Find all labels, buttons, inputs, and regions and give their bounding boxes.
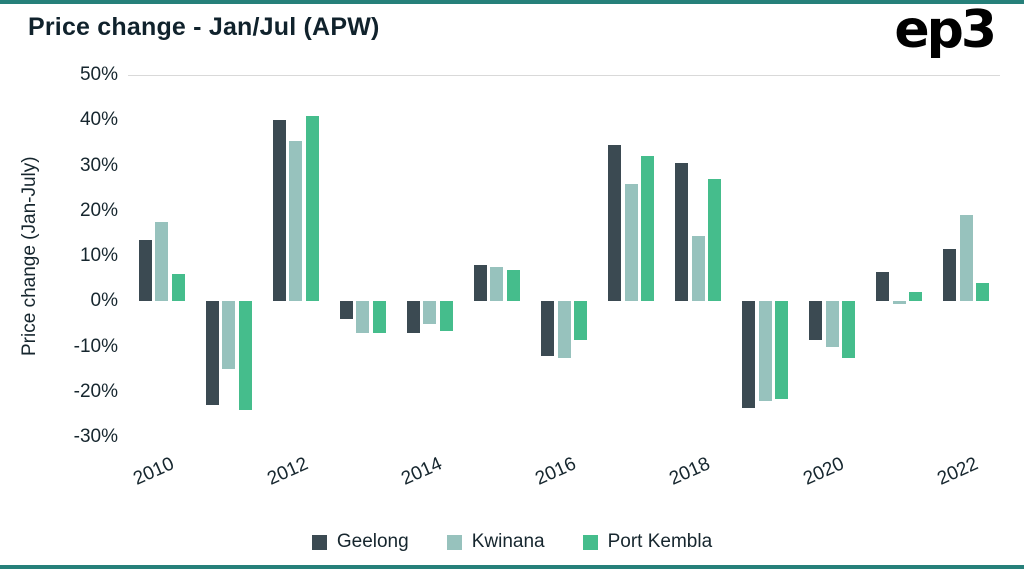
top-accent-bar <box>0 0 1024 4</box>
x-tick-label: 2020 <box>800 453 848 490</box>
bar-port-kembla-2014 <box>439 301 453 331</box>
legend-label-port-kembla: Port Kembla <box>607 531 713 552</box>
bar-kwinana-2018 <box>691 235 705 302</box>
bar-kwinana-2022 <box>959 215 973 302</box>
legend-label-kwinana: Kwinana <box>471 531 545 552</box>
legend-swatch-kwinana <box>446 534 462 550</box>
legend-item-port-kembla: Port Kembla <box>582 531 713 553</box>
x-tick-label: 2018 <box>666 453 714 490</box>
bar-port-kembla-2013 <box>372 301 386 333</box>
bar-geelong-2018 <box>675 163 689 302</box>
bar-port-kembla-2016 <box>574 301 587 340</box>
bar-port-kembla-2021 <box>909 292 923 302</box>
y-tick-label: 40% <box>79 109 118 131</box>
bar-geelong-2019 <box>742 301 756 408</box>
bar-geelong-2015 <box>473 265 487 302</box>
legend-item-kwinana: Kwinana <box>446 531 545 553</box>
bar-kwinana-2019 <box>758 301 772 401</box>
bar-kwinana-2013 <box>356 301 370 333</box>
bar-geelong-2021 <box>876 271 890 302</box>
bar-geelong-2010 <box>138 240 152 302</box>
bar-kwinana-2016 <box>557 301 571 358</box>
x-tick-label: 2012 <box>263 453 312 490</box>
bar-port-kembla-2017 <box>641 156 655 302</box>
bottom-accent-bar <box>0 565 1024 569</box>
bar-kwinana-2015 <box>490 267 504 302</box>
bar-port-kembla-2015 <box>506 269 520 302</box>
bar-kwinana-2012 <box>289 140 303 302</box>
bar-port-kembla-2012 <box>305 115 319 302</box>
bar-geelong-2017 <box>608 145 622 302</box>
y-tick-label: 20% <box>79 199 118 221</box>
plot-area <box>128 75 1000 437</box>
x-tick-label: 2022 <box>934 453 982 490</box>
bar-kwinana-2021 <box>892 301 906 304</box>
bar-port-kembla-2018 <box>708 179 722 302</box>
x-tick-label: 2014 <box>398 453 446 490</box>
y-axis-ticks: 50% 40% 30% 20% 10% 0% -10% -20% -30% <box>40 64 118 447</box>
bar-geelong-2020 <box>809 301 823 340</box>
bar-port-kembla-2010 <box>171 274 185 302</box>
y-tick-label: 30% <box>79 154 118 176</box>
y-tick-label: 50% <box>79 64 118 85</box>
bar-kwinana-2011 <box>222 301 236 370</box>
legend-item-geelong: Geelong <box>311 531 409 553</box>
bar-kwinana-2014 <box>423 301 437 324</box>
x-tick-label: 2016 <box>532 453 580 490</box>
x-axis-ticks: 2010 2012 2014 2016 2018 2020 2022 <box>128 443 1000 501</box>
bar-port-kembla-2019 <box>775 301 789 399</box>
y-tick-label: 10% <box>79 245 118 266</box>
zero-baseline <box>128 75 1000 76</box>
bar-kwinana-2010 <box>155 222 169 302</box>
legend: Geelong Kwinana Port Kembla <box>0 531 1024 553</box>
bar-port-kembla-2011 <box>238 301 252 410</box>
y-tick-label: -10% <box>73 335 118 357</box>
y-tick-label: -20% <box>73 380 118 402</box>
legend-swatch-geelong <box>311 534 327 550</box>
bar-geelong-2014 <box>406 301 420 333</box>
bar-geelong-2011 <box>205 301 219 406</box>
legend-swatch-port-kembla <box>582 534 598 550</box>
y-tick-label: 0% <box>90 290 118 312</box>
y-axis-title: Price change (Jan-July) <box>19 156 40 356</box>
y-tick-label: -30% <box>73 426 118 447</box>
bar-geelong-2016 <box>541 301 554 356</box>
ep3-logo: ep3 <box>894 0 997 60</box>
bar-kwinana-2020 <box>825 301 839 347</box>
legend-label-geelong: Geelong <box>336 531 409 552</box>
bar-geelong-2022 <box>943 249 957 302</box>
bar-kwinana-2017 <box>624 183 638 302</box>
bar-port-kembla-2020 <box>842 301 856 358</box>
bar-port-kembla-2022 <box>976 283 990 302</box>
bar-geelong-2013 <box>339 301 353 320</box>
x-tick-label: 2010 <box>129 453 177 490</box>
bar-geelong-2012 <box>272 120 286 302</box>
chart-title: Price change - Jan/Jul (APW) <box>28 13 380 41</box>
